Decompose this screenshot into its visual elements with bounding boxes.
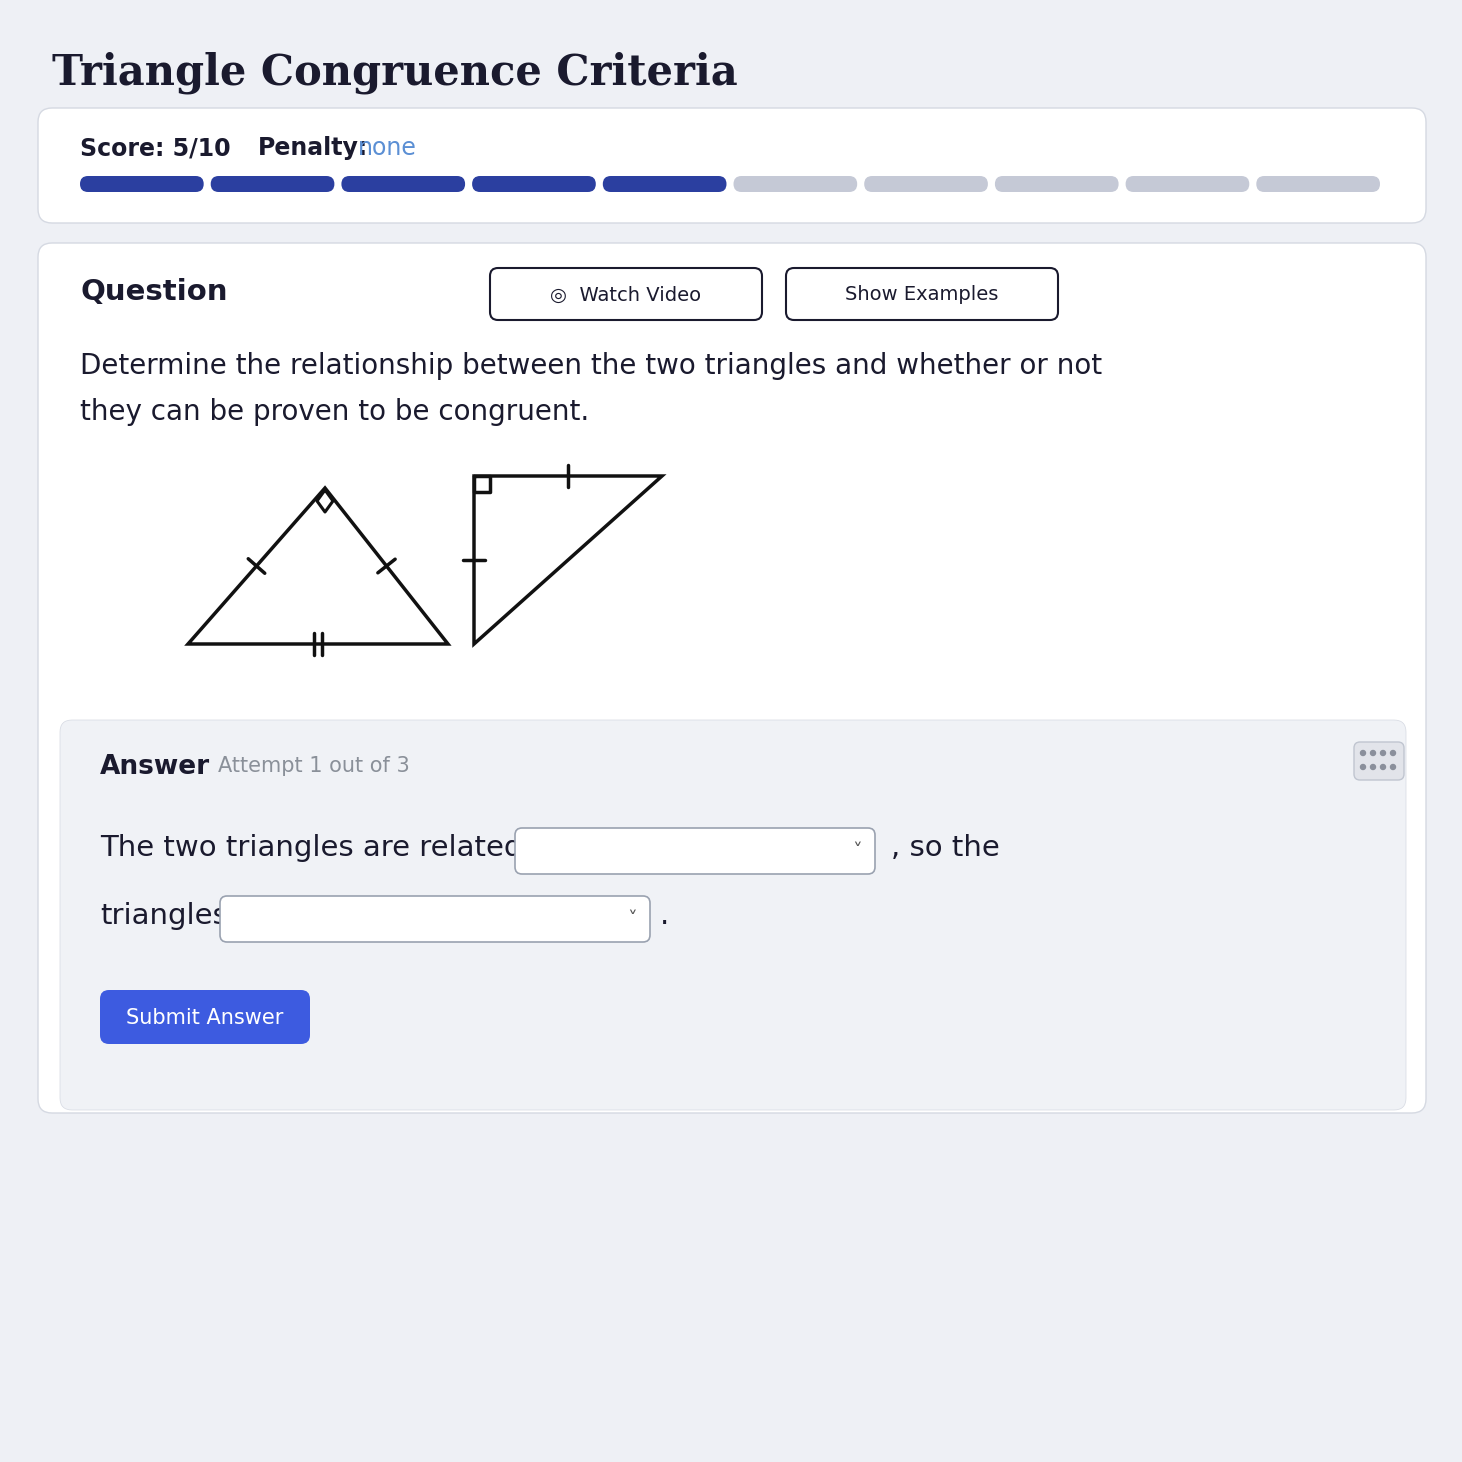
FancyBboxPatch shape <box>60 719 1406 1110</box>
Text: Question: Question <box>80 278 228 306</box>
FancyBboxPatch shape <box>1126 175 1250 192</box>
FancyBboxPatch shape <box>996 175 1118 192</box>
Text: The two triangles are related by: The two triangles are related by <box>99 833 567 863</box>
Text: Submit Answer: Submit Answer <box>126 1007 284 1028</box>
FancyBboxPatch shape <box>342 175 465 192</box>
Circle shape <box>1370 765 1376 769</box>
Text: Answer: Answer <box>99 754 211 781</box>
FancyBboxPatch shape <box>864 175 988 192</box>
Text: Score: 5/10: Score: 5/10 <box>80 136 231 159</box>
Circle shape <box>1361 750 1366 756</box>
FancyBboxPatch shape <box>490 268 762 320</box>
FancyBboxPatch shape <box>1256 175 1380 192</box>
Text: Triangle Congruence Criteria: Triangle Congruence Criteria <box>53 53 738 95</box>
Circle shape <box>1380 765 1386 769</box>
Text: none: none <box>358 136 417 159</box>
FancyBboxPatch shape <box>38 108 1425 224</box>
Text: Determine the relationship between the two triangles and whether or not: Determine the relationship between the t… <box>80 352 1102 380</box>
Text: .: . <box>659 902 670 930</box>
Text: they can be proven to be congruent.: they can be proven to be congruent. <box>80 398 589 425</box>
FancyBboxPatch shape <box>602 175 727 192</box>
Text: Attempt 1 out of 3: Attempt 1 out of 3 <box>218 756 409 776</box>
Circle shape <box>1370 750 1376 756</box>
FancyBboxPatch shape <box>1354 743 1404 781</box>
Text: Penalty:: Penalty: <box>257 136 368 159</box>
Circle shape <box>1380 750 1386 756</box>
Text: triangles: triangles <box>99 902 228 930</box>
Circle shape <box>1390 750 1396 756</box>
FancyBboxPatch shape <box>38 243 1425 1113</box>
FancyBboxPatch shape <box>99 990 310 1044</box>
Circle shape <box>1390 765 1396 769</box>
FancyBboxPatch shape <box>734 175 857 192</box>
Text: ◎  Watch Video: ◎ Watch Video <box>550 285 702 304</box>
FancyBboxPatch shape <box>515 827 874 874</box>
FancyBboxPatch shape <box>472 175 596 192</box>
FancyBboxPatch shape <box>219 896 651 942</box>
Text: Show Examples: Show Examples <box>845 285 999 304</box>
Text: ˅: ˅ <box>627 911 637 930</box>
Text: ˅: ˅ <box>852 842 863 861</box>
FancyBboxPatch shape <box>80 175 203 192</box>
FancyBboxPatch shape <box>211 175 335 192</box>
Text: , so the: , so the <box>890 833 1000 863</box>
FancyBboxPatch shape <box>787 268 1058 320</box>
Circle shape <box>1361 765 1366 769</box>
